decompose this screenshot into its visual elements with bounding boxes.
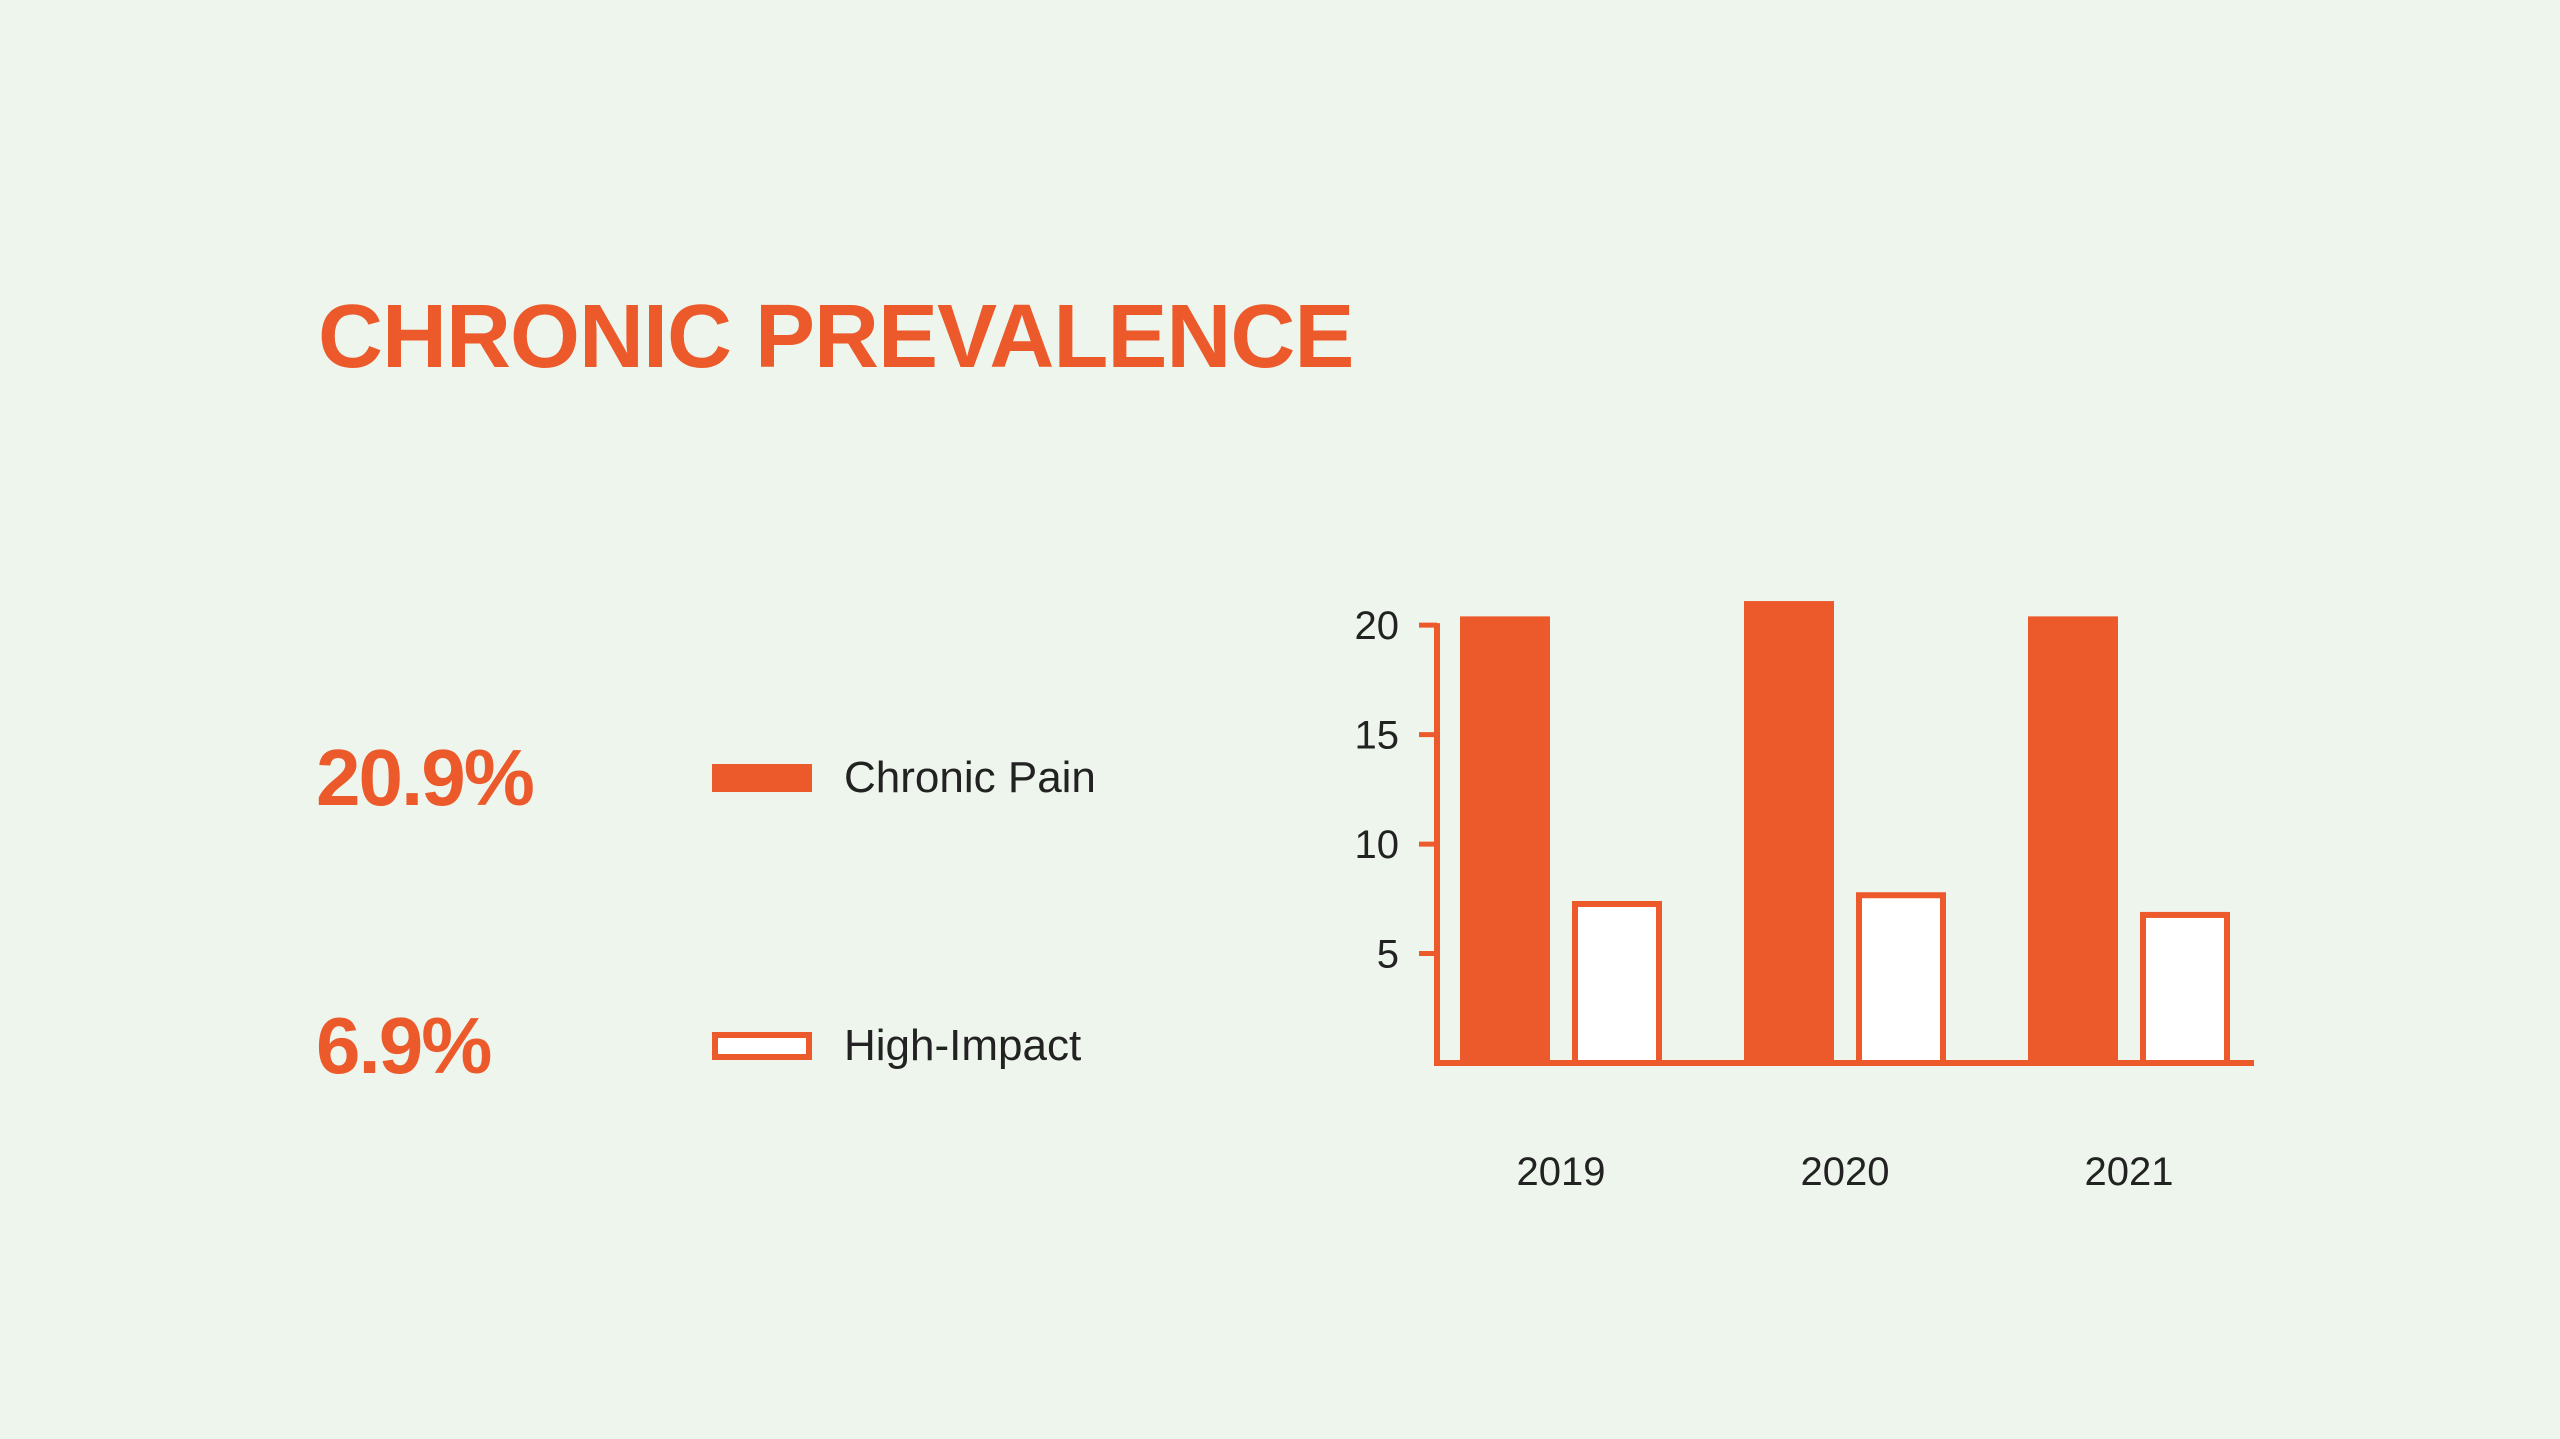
legend-label-high-impact: High-Impact (844, 1021, 1082, 1070)
x-tick-label-2020: 2020 (1801, 1150, 1890, 1194)
bar-chronic-pain-2020 (1744, 601, 1834, 1063)
legend-item-high-impact: High-Impact (712, 1016, 1081, 1076)
bar-high-impact-2021 (2140, 911, 2230, 1066)
page-title: CHRONIC PREVALENCE (318, 287, 1354, 387)
high-impact-stat: 6.9% (316, 1001, 492, 1090)
y-tick-label-15: 15 (1355, 714, 1400, 758)
y-tick-label-5: 5 (1377, 933, 1399, 977)
legend-label-chronic-pain: Chronic Pain (844, 753, 1096, 802)
x-tick-label-2021: 2021 (2085, 1150, 2174, 1194)
chronic-pain-swatch-icon (712, 764, 812, 792)
bar-chronic-pain-2019 (1460, 616, 1550, 1063)
x-tick-label-2019: 2019 (1517, 1150, 1606, 1194)
legend-item-chronic-pain: Chronic Pain (712, 748, 1096, 808)
high-impact-swatch-icon (712, 1032, 812, 1060)
bar-high-impact-2020 (1856, 892, 1946, 1067)
bar-high-impact-2019 (1572, 900, 1662, 1066)
y-tick-label-10: 10 (1355, 823, 1400, 867)
bar-chronic-pain-2021 (2028, 616, 2118, 1063)
chronic-pain-stat: 20.9% (316, 733, 535, 822)
y-tick-label-20: 20 (1355, 604, 1400, 648)
